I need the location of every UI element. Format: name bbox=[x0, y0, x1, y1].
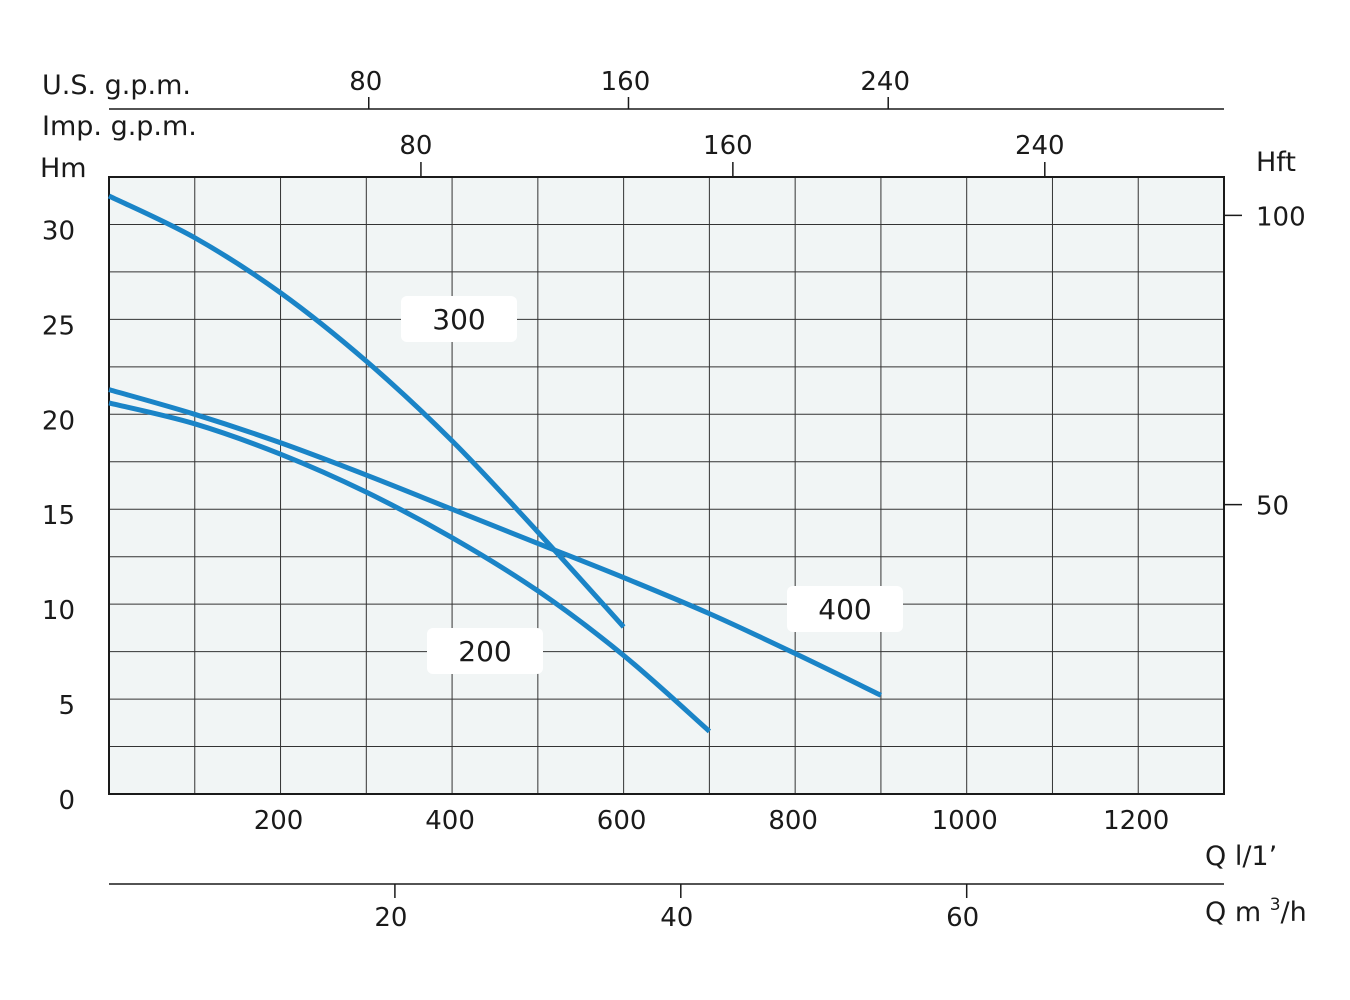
y-tick-label: 5 bbox=[58, 691, 75, 721]
curve-label-backing bbox=[401, 296, 517, 342]
labels: 300 400 200 bbox=[401, 296, 903, 674]
grid bbox=[108, 176, 1225, 795]
m3h-axis-title: Q m 3/h bbox=[1205, 895, 1307, 928]
curve-label-400: 400 bbox=[818, 593, 871, 626]
x-tick-label: 800 bbox=[768, 806, 818, 836]
right-tick-label: 100 bbox=[1256, 202, 1306, 232]
curve-label-backing bbox=[427, 628, 543, 674]
y-tick-label: 15 bbox=[42, 501, 75, 531]
curve-200 bbox=[108, 400, 712, 734]
y-tick-label: 20 bbox=[42, 406, 75, 436]
x-tick-label: 600 bbox=[597, 806, 647, 836]
curve-label-backing bbox=[787, 586, 903, 632]
imp-gpm-tick-label: 80 bbox=[399, 131, 432, 161]
x-tick-label: 1200 bbox=[1103, 806, 1169, 836]
us-gpm-tick-label: 80 bbox=[349, 67, 382, 97]
curves bbox=[107, 193, 883, 734]
y-axis-title: Hm bbox=[40, 153, 87, 184]
right-tick-label: 50 bbox=[1256, 492, 1289, 522]
y-tick-label: 0 bbox=[58, 786, 75, 816]
curve-300 bbox=[107, 193, 626, 629]
m3h-tick-label: 40 bbox=[660, 903, 693, 933]
imp-gpm-tick-label: 160 bbox=[703, 131, 753, 161]
x-tick-label: 200 bbox=[254, 806, 304, 836]
imp-gpm-tick-label: 240 bbox=[1015, 131, 1065, 161]
y-tick-label: 25 bbox=[42, 311, 75, 341]
x-tick-label: 1000 bbox=[932, 806, 998, 836]
y-tick-label: 10 bbox=[42, 596, 75, 626]
x-tick-label: 400 bbox=[425, 806, 475, 836]
axes: 200 400 600 800 1000 1200 Q l/1’ 0 5 10 15 20 25 30 Hm… bbox=[40, 67, 1307, 933]
us-gpm-tick-label: 240 bbox=[860, 67, 910, 97]
m3h-tick-label: 60 bbox=[946, 903, 979, 933]
us-gpm-tick-label: 160 bbox=[601, 67, 651, 97]
right-axis-title: Hft bbox=[1256, 147, 1296, 178]
imp-gpm-axis-title: Imp. g.p.m. bbox=[42, 111, 197, 142]
curve-400 bbox=[108, 387, 883, 698]
m3h-tick-label: 20 bbox=[374, 903, 407, 933]
us-gpm-axis-title: U.S. g.p.m. bbox=[42, 70, 191, 101]
x-axis-title: Q l/1’ bbox=[1205, 841, 1277, 872]
curve-label-200: 200 bbox=[458, 635, 511, 668]
y-tick-label: 30 bbox=[42, 216, 75, 246]
curve-label-300: 300 bbox=[432, 303, 485, 336]
plot-area bbox=[108, 176, 1225, 795]
plot-frame bbox=[108, 176, 1225, 795]
